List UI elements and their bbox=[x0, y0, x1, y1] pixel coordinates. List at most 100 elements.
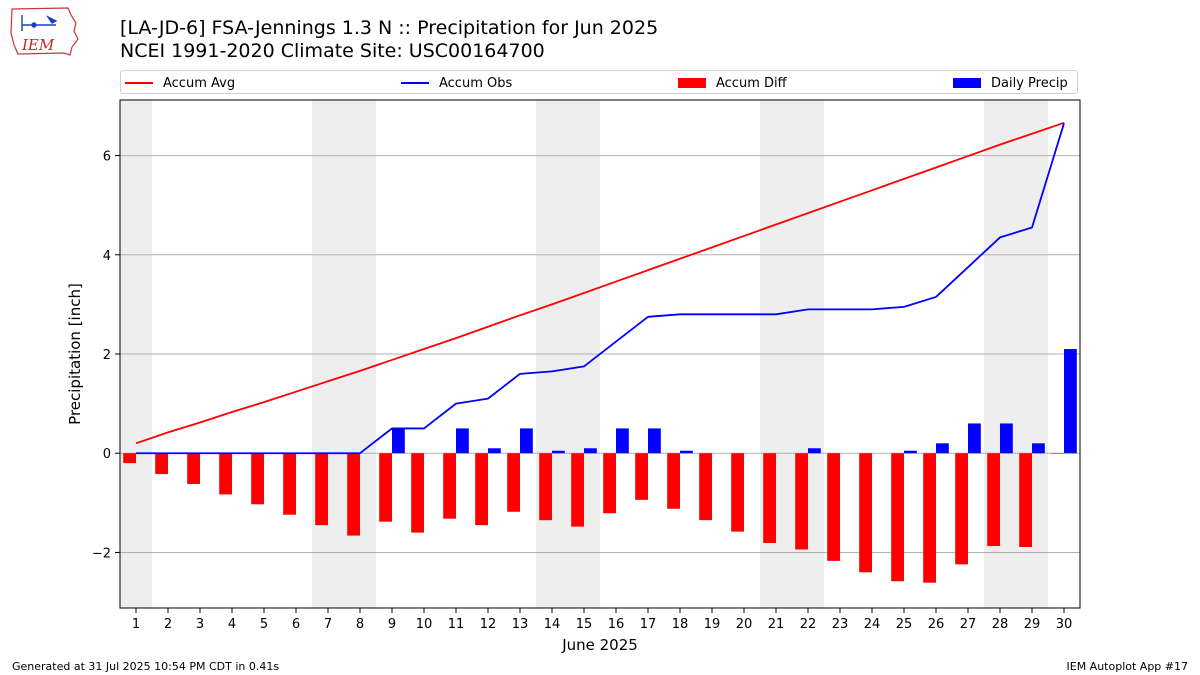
footer-app-label: IEM Autoplot App #17 bbox=[1066, 660, 1189, 673]
x-tick-label: 17 bbox=[640, 617, 657, 632]
y-tick-label: −2 bbox=[92, 546, 111, 561]
accum-diff-bar-day-21 bbox=[763, 453, 776, 544]
accum-diff-bar-day-27 bbox=[955, 453, 968, 565]
x-tick-label: 1 bbox=[132, 617, 140, 632]
daily-precip-bar-day-22 bbox=[808, 448, 821, 454]
y-axis-label: Precipitation [inch] bbox=[66, 283, 84, 425]
footer-generated-note: Generated at 31 Jul 2025 10:54 PM CDT in… bbox=[12, 660, 280, 673]
x-tick-label: 13 bbox=[512, 617, 529, 632]
x-tick-label: 25 bbox=[896, 617, 913, 632]
accum-diff-bar-day-13 bbox=[507, 453, 520, 512]
x-tick-label: 28 bbox=[992, 617, 1009, 632]
x-tick-label: 19 bbox=[704, 617, 721, 632]
accum-diff-bar-day-23 bbox=[827, 453, 840, 561]
x-tick-label: 18 bbox=[672, 617, 689, 632]
x-tick-label: 23 bbox=[832, 617, 849, 632]
legend-label-accum-avg: Accum Avg bbox=[163, 75, 236, 91]
x-tick-label: 16 bbox=[608, 617, 625, 632]
accum-diff-bar-day-20 bbox=[731, 453, 744, 532]
daily-precip-bar-day-17 bbox=[648, 428, 661, 454]
x-tick-label: 6 bbox=[292, 617, 300, 632]
accum-diff-bar-day-22 bbox=[795, 453, 808, 550]
accum-diff-bar-day-9 bbox=[379, 453, 392, 522]
accum-diff-bar-day-14 bbox=[539, 453, 552, 521]
accum-diff-bar-day-19 bbox=[699, 453, 712, 521]
legend-label-accum-obs: Accum Obs bbox=[439, 75, 513, 91]
legend-item-accum-diff: Accum Diff bbox=[678, 74, 787, 92]
x-tick-label: 26 bbox=[928, 617, 945, 632]
x-tick-label: 2 bbox=[164, 617, 172, 632]
x-tick-label: 24 bbox=[864, 617, 881, 632]
daily-precip-bar-day-18 bbox=[680, 450, 693, 454]
y-tick-label: 2 bbox=[103, 348, 111, 363]
accum-diff-bar-day-29 bbox=[1019, 453, 1032, 547]
y-tick-label: 0 bbox=[103, 447, 111, 462]
accum-diff-bar-day-17 bbox=[635, 453, 648, 500]
logo-text: IEM bbox=[21, 36, 55, 54]
x-tick-label: 30 bbox=[1056, 617, 1073, 632]
x-tick-label: 27 bbox=[960, 617, 977, 632]
daily-precip-bar-day-27 bbox=[968, 423, 981, 454]
daily-precip-bar-day-14 bbox=[552, 450, 565, 454]
legend-swatch-daily-precip bbox=[953, 78, 981, 88]
accum-diff-bar-day-10 bbox=[411, 453, 424, 533]
daily-precip-bar-day-28 bbox=[1000, 423, 1013, 454]
x-tick-label: 3 bbox=[196, 617, 204, 632]
chart-legend: Accum Avg Accum Obs Accum Diff Daily Pre… bbox=[120, 70, 1078, 94]
accum-diff-bar-day-6 bbox=[283, 453, 296, 515]
legend-label-accum-diff: Accum Diff bbox=[716, 75, 787, 91]
x-tick-label: 22 bbox=[800, 617, 817, 632]
y-tick-label: 4 bbox=[103, 249, 111, 264]
chart-subtitle: NCEI 1991-2020 Climate Site: USC00164700 bbox=[120, 40, 545, 62]
accum-diff-bar-day-3 bbox=[187, 453, 200, 484]
accum-diff-bar-day-1 bbox=[123, 453, 136, 464]
accum-diff-bar-day-2 bbox=[155, 453, 168, 475]
x-tick-label: 12 bbox=[480, 617, 497, 632]
accum-diff-bar-day-8 bbox=[347, 453, 360, 536]
accum-diff-bar-day-5 bbox=[251, 453, 264, 505]
daily-precip-bar-day-9 bbox=[392, 428, 405, 454]
legend-swatch-accum-avg bbox=[125, 82, 153, 84]
legend-swatch-accum-obs bbox=[401, 82, 429, 84]
x-tick-label: 7 bbox=[324, 617, 332, 632]
daily-precip-bar-day-12 bbox=[488, 448, 501, 454]
daily-precip-bar-day-29 bbox=[1032, 443, 1045, 454]
accum-avg-line bbox=[135, 121, 1065, 445]
daily-precip-bar-day-30 bbox=[1064, 349, 1077, 454]
x-axis-label: June 2025 bbox=[561, 636, 638, 654]
accum-diff-bar-day-11 bbox=[443, 453, 456, 519]
iem-logo: IEM bbox=[10, 7, 79, 56]
x-tick-label: 20 bbox=[736, 617, 753, 632]
accum-diff-bar-day-28 bbox=[987, 453, 1000, 546]
accum-diff-bar-day-16 bbox=[603, 453, 616, 514]
y-tick-label: 6 bbox=[103, 150, 111, 165]
accum-obs-line bbox=[136, 123, 1065, 455]
x-tick-label: 29 bbox=[1024, 617, 1041, 632]
accum-diff-bar-day-7 bbox=[315, 453, 328, 526]
accum-diff-bar-day-15 bbox=[571, 453, 584, 527]
legend-swatch-accum-diff bbox=[678, 78, 706, 88]
x-tick-label: 14 bbox=[544, 617, 561, 632]
x-tick-label: 9 bbox=[388, 617, 396, 632]
iowa-state-outline bbox=[10, 7, 79, 56]
accum-diff-bar-day-18 bbox=[667, 453, 680, 509]
x-tick-label: 10 bbox=[416, 617, 433, 632]
legend-label-daily-precip: Daily Precip bbox=[991, 75, 1068, 91]
chart-title: [LA-JD-6] FSA-Jennings 1.3 N :: Precipit… bbox=[120, 17, 659, 39]
accum-diff-bar-day-4 bbox=[219, 453, 232, 495]
accum-diff-bar-day-24 bbox=[859, 453, 872, 573]
x-tick-label: 4 bbox=[228, 617, 236, 632]
weather-station-icon bbox=[21, 15, 58, 31]
x-tick-label: 5 bbox=[260, 617, 268, 632]
daily-precip-bar-day-25 bbox=[904, 450, 917, 454]
accum-diff-bar-day-25 bbox=[891, 453, 904, 582]
daily-precip-bar-day-13 bbox=[520, 428, 533, 454]
legend-item-accum-avg: Accum Avg bbox=[125, 74, 235, 92]
daily-precip-bar-day-16 bbox=[616, 428, 629, 454]
legend-item-accum-obs: Accum Obs bbox=[401, 74, 512, 92]
x-tick-label: 11 bbox=[448, 617, 465, 632]
x-tick-label: 15 bbox=[576, 617, 593, 632]
accum-diff-bar-day-26 bbox=[923, 453, 936, 583]
x-tick-label: 21 bbox=[768, 617, 785, 632]
